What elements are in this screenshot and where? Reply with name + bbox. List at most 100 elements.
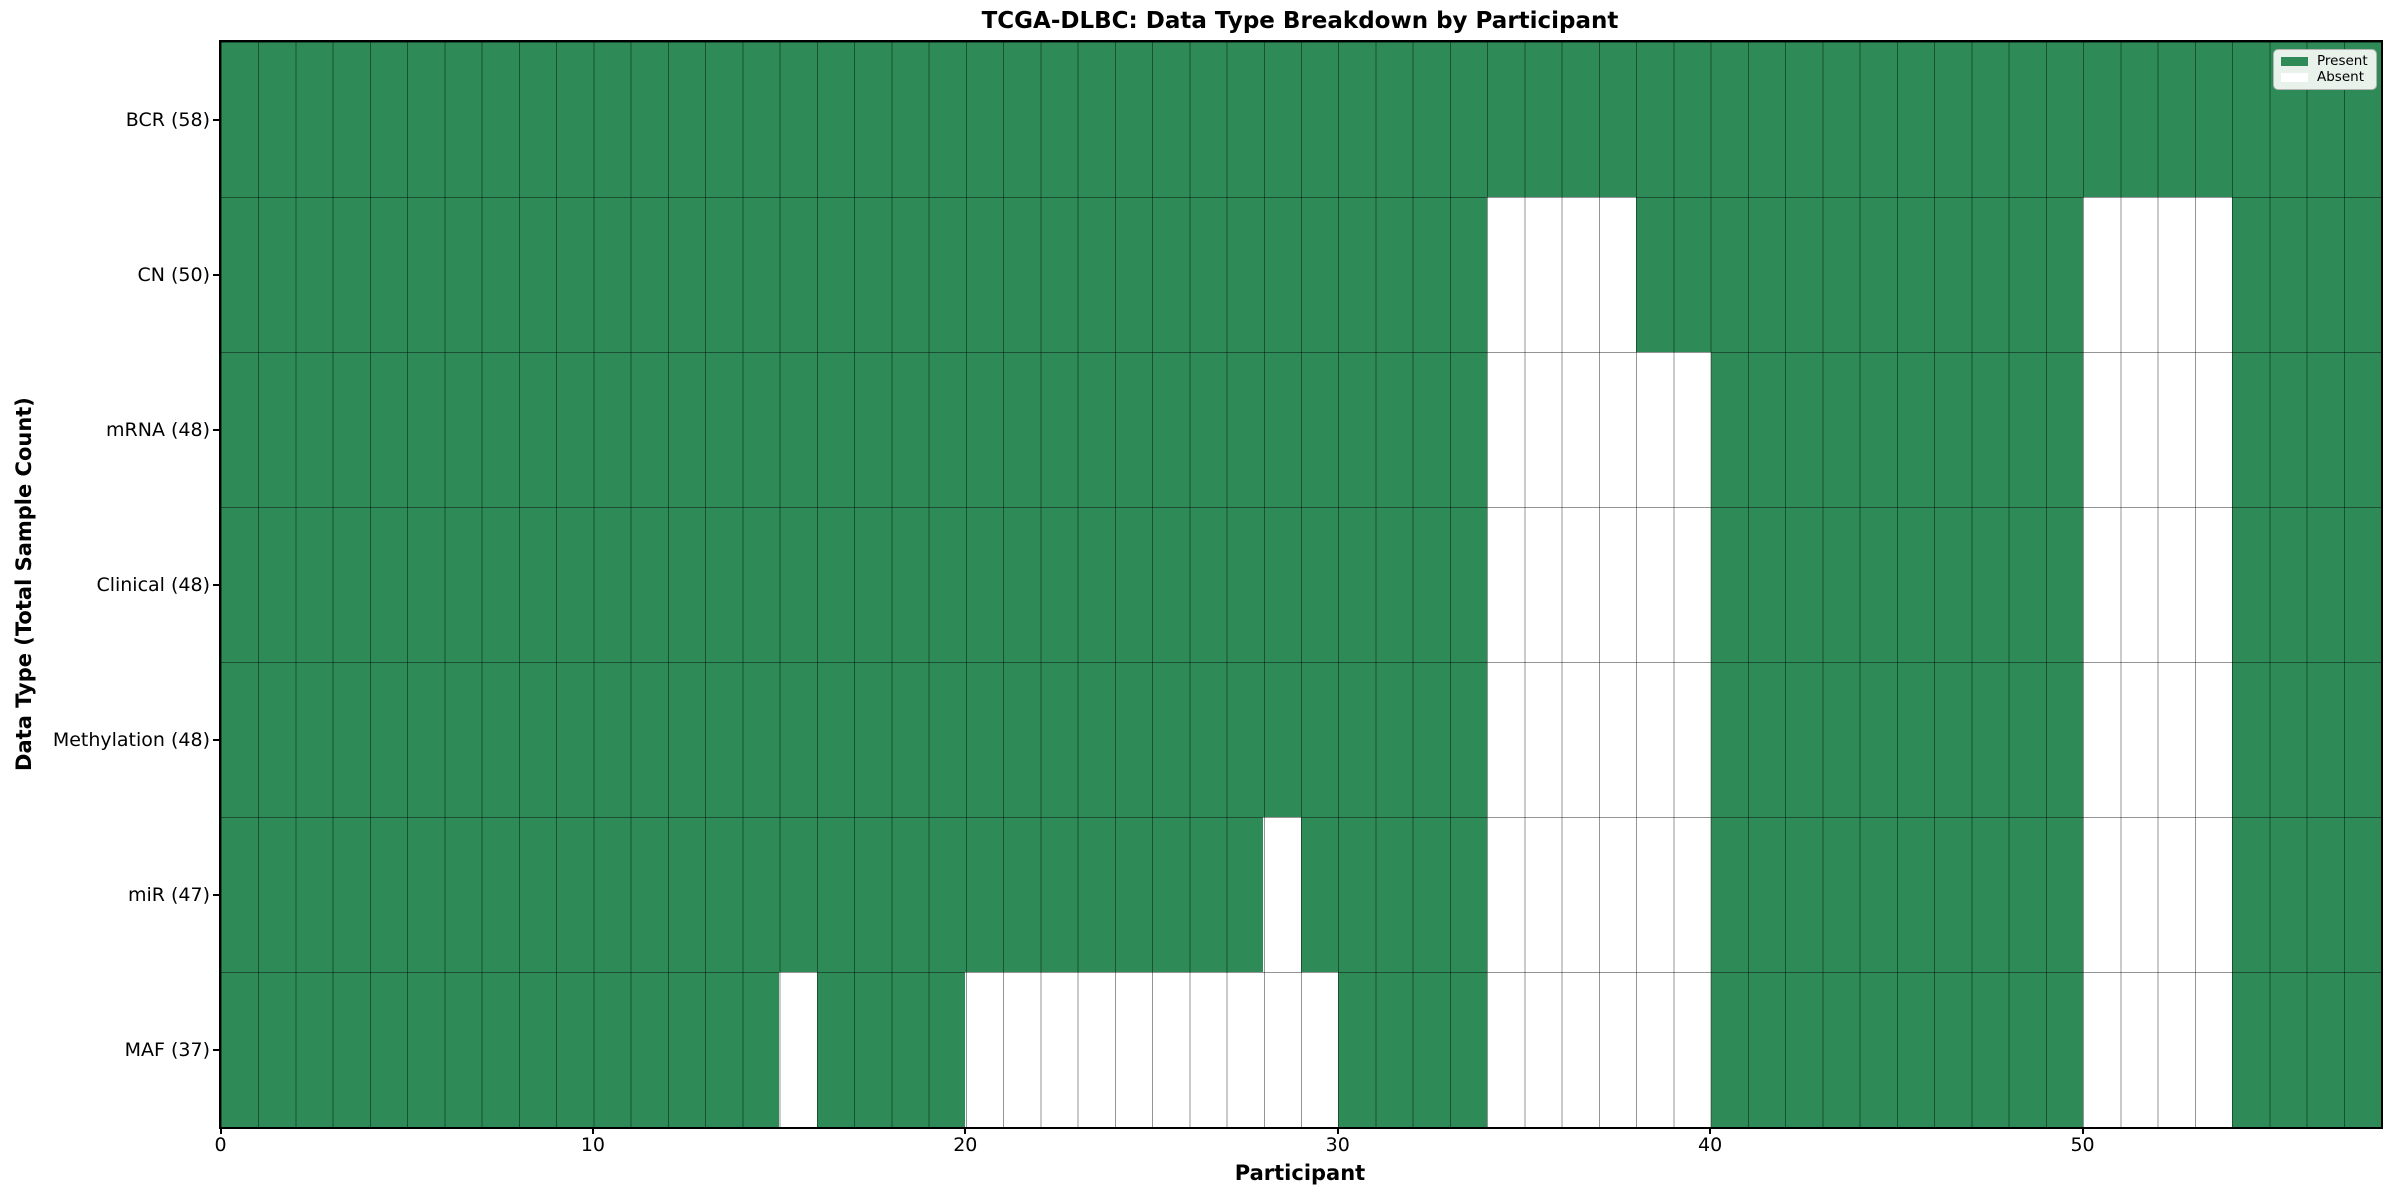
cell-absent (2119, 972, 2158, 1127)
cell-absent (1598, 507, 1637, 662)
cell-absent (1523, 197, 1562, 352)
cell-absent (779, 972, 817, 1127)
legend-entry: Absent (2281, 70, 2369, 85)
cell-absent (2194, 352, 2233, 507)
cell-absent (1002, 972, 1041, 1127)
cell-absent (965, 972, 1004, 1127)
cell-absent (2157, 352, 2195, 507)
cell-absent (1672, 972, 1711, 1127)
cell-absent (2194, 817, 2233, 972)
y-tick-label: Clinical (48) (96, 573, 210, 596)
cell-absent (1226, 972, 1264, 1127)
cell-absent (2157, 972, 2195, 1127)
cell-absent (1263, 972, 1301, 1127)
cell-absent (1598, 817, 1637, 972)
cell-absent (1486, 972, 1525, 1127)
legend: Present Absent (2273, 49, 2377, 90)
cell-absent (1561, 197, 1599, 352)
x-tick-label: 40 (1698, 1134, 1723, 1156)
cell-absent (1561, 972, 1599, 1127)
y-tick-mark (213, 738, 220, 741)
y-tick-label: CN (50) (137, 263, 210, 286)
cell-absent (1635, 972, 1674, 1127)
cell-absent (2157, 817, 2195, 972)
cell-absent (1114, 972, 1153, 1127)
cell-absent (2082, 352, 2121, 507)
cell-absent (2119, 197, 2158, 352)
y-tick-mark (213, 273, 220, 276)
cell-absent (2082, 972, 2121, 1127)
cell-absent (1523, 662, 1562, 817)
x-tick-label: 0 (214, 1134, 227, 1156)
cell-absent (2194, 507, 2233, 662)
chart-title: TCGA-DLBC: Data Type Breakdown by Partic… (981, 8, 1619, 34)
cell-absent (2082, 197, 2121, 352)
legend-label: Present (2317, 52, 2368, 69)
cell-absent (1598, 662, 1637, 817)
y-tick-label: miR (47) (127, 883, 210, 906)
heatmap-cells (221, 42, 2381, 1127)
cell-absent (1523, 352, 1562, 507)
cell-absent (1523, 817, 1562, 972)
cell-absent (1561, 352, 1599, 507)
cell-absent (2082, 817, 2121, 972)
legend-swatch (2281, 73, 2308, 83)
cell-absent (2082, 507, 2121, 662)
cell-absent (1486, 352, 1525, 507)
cell-absent (1598, 197, 1637, 352)
cell-absent (1672, 352, 1711, 507)
x-axis-label: Participant (1234, 1161, 1366, 1185)
cell-absent (2157, 507, 2195, 662)
cell-absent (1635, 352, 1674, 507)
x-tick-mark (964, 1127, 967, 1134)
cell-absent (1523, 972, 1562, 1127)
cell-absent (1263, 817, 1301, 972)
cell-absent (1077, 972, 1115, 1127)
y-axis-label: Data Type (Total Sample Count) (12, 397, 36, 771)
x-tick-label: 10 (580, 1134, 605, 1156)
cell-absent (2119, 662, 2158, 817)
cell-absent (1561, 507, 1599, 662)
cell-absent (2119, 507, 2158, 662)
cell-absent (1486, 507, 1525, 662)
cell-absent (2157, 662, 2195, 817)
y-tick-mark (213, 1048, 220, 1051)
y-tick-mark (213, 428, 220, 431)
cell-absent (1561, 817, 1599, 972)
x-tick-label: 20 (953, 1134, 978, 1156)
cell-absent (1635, 507, 1674, 662)
cell-absent (1672, 817, 1711, 972)
cell-absent (2194, 662, 2233, 817)
cell-absent (2119, 817, 2158, 972)
y-tick-label: mRNA (48) (106, 418, 210, 441)
x-tick-mark (1709, 1127, 1712, 1134)
x-tick-mark (219, 1127, 222, 1134)
y-tick-mark (213, 893, 220, 896)
x-tick-mark (1336, 1127, 1339, 1134)
y-tick-label: BCR (58) (125, 108, 210, 131)
y-tick-label: Methylation (48) (52, 728, 210, 751)
y-tick-mark (213, 583, 220, 586)
cell-absent (1486, 662, 1525, 817)
cell-absent (1486, 197, 1525, 352)
cell-absent (2194, 972, 2233, 1127)
y-tick-mark (213, 118, 220, 121)
cell-absent (2119, 352, 2158, 507)
legend-swatch (2281, 56, 2308, 66)
cell-absent (1635, 817, 1674, 972)
cell-absent (1523, 507, 1562, 662)
cell-absent (1300, 972, 1339, 1127)
x-tick-mark (2081, 1127, 2084, 1134)
y-tick-label: MAF (37) (124, 1038, 210, 1061)
x-tick-label: 30 (1325, 1134, 1350, 1156)
cell-absent (1188, 972, 1227, 1127)
cell-absent (1598, 352, 1637, 507)
cell-absent (1561, 662, 1599, 817)
cell-absent (2194, 197, 2233, 352)
cell-absent (2082, 662, 2121, 817)
x-tick-label: 50 (2070, 1134, 2095, 1156)
cell-absent (1598, 972, 1637, 1127)
legend-entry: Present (2281, 52, 2369, 69)
plot-area (218, 40, 2383, 1129)
cell-absent (1672, 507, 1711, 662)
